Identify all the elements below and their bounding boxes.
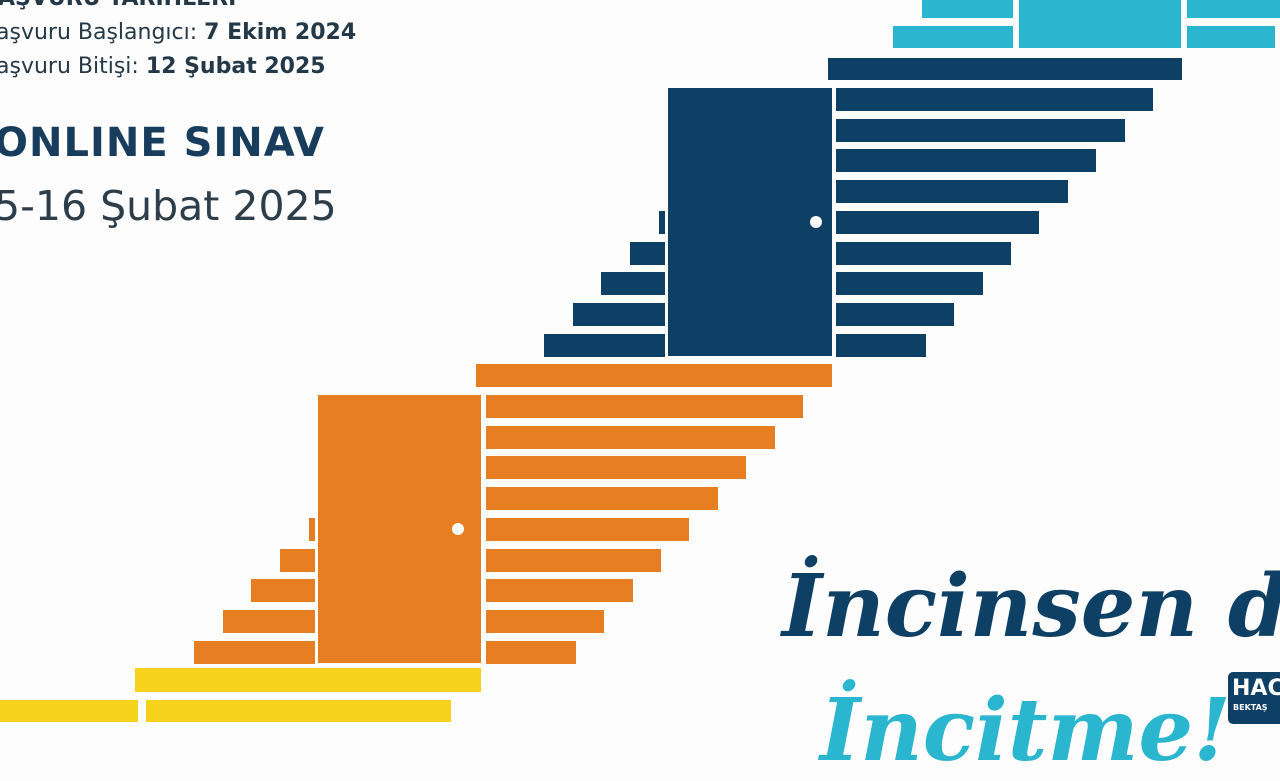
door-knob-icon: [452, 523, 464, 535]
door-knob-icon: [810, 216, 822, 228]
exam-title: ONLINE SINAV: [0, 120, 325, 166]
orange-step: [486, 610, 604, 633]
navy-step: [836, 303, 954, 326]
yellow-step: [146, 700, 451, 722]
navy-step: [836, 211, 1039, 234]
orange-door: [318, 395, 481, 663]
orange-step: [280, 549, 315, 572]
yellow-step: [0, 700, 138, 722]
start-value: 7 Ekim 2024: [204, 20, 357, 45]
logo-text-top: HAC: [1232, 676, 1280, 701]
cyan-step: [922, 0, 1013, 18]
navy-step: [836, 180, 1068, 203]
orange-step: [486, 395, 803, 418]
navy-step: [601, 272, 665, 295]
navy-step: [836, 242, 1011, 265]
navy-step: [573, 303, 665, 326]
orange-step: [486, 641, 576, 664]
orange-step: [486, 426, 775, 449]
navy-step: [630, 242, 665, 265]
orange-step: [486, 518, 689, 541]
end-value: 12 Şubat 2025: [145, 54, 326, 79]
orange-step: [194, 641, 315, 664]
orange-step: [486, 579, 633, 602]
yellow-landing: [135, 668, 481, 692]
navy-step: [836, 334, 926, 357]
navy-door: [668, 88, 832, 356]
application-start: aşvuru Başlangıcı: 7 Ekim 2024: [0, 20, 356, 45]
application-dates-heading: AŞVURU TARİHLERİ: [0, 0, 236, 11]
orange-step: [486, 456, 746, 479]
navy-step: [836, 88, 1153, 111]
haci-bektas-logo: HAC BEKTAŞ: [1228, 672, 1280, 724]
application-end: aşvuru Bitişi: 12 Şubat 2025: [0, 54, 326, 79]
orange-step: [251, 579, 315, 602]
navy-step: [836, 119, 1125, 142]
orange-landing: [476, 364, 832, 387]
cyan-step: [1187, 0, 1280, 18]
orange-step: [486, 549, 661, 572]
exam-date: 5-16 Şubat 2025: [0, 182, 337, 230]
orange-step: [309, 518, 315, 541]
navy-step: [659, 211, 665, 234]
navy-step: [836, 149, 1096, 172]
end-label: aşvuru Bitişi:: [0, 54, 146, 79]
start-label: aşvuru Başlangıcı:: [0, 20, 205, 45]
cyan-step: [1187, 26, 1275, 48]
orange-step: [223, 610, 315, 633]
navy-step: [544, 334, 665, 357]
navy-landing: [828, 58, 1182, 80]
slogan-line-1: İncinsen de: [782, 556, 1280, 657]
cyan-step: [893, 26, 1013, 48]
cyan-door: [1019, 0, 1181, 48]
navy-step: [836, 272, 983, 295]
slogan-line-2: İncitme!: [820, 680, 1231, 781]
orange-step: [486, 487, 718, 510]
logo-text-bottom: BEKTAŞ: [1233, 703, 1268, 712]
